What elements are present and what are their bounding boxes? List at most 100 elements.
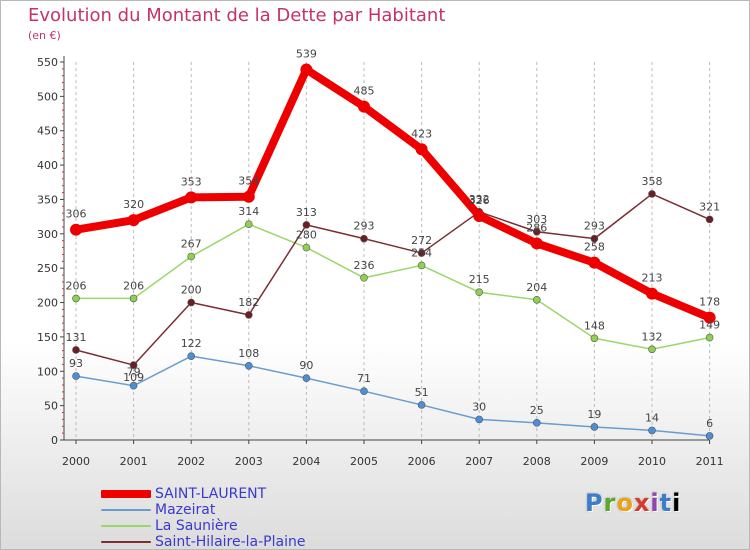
- legend-item-saint-laurent: SAINT-LAURENT: [101, 486, 361, 502]
- data-label-la-sauniere-2008: 204: [526, 281, 547, 294]
- point-saint-hilaire-la-plaine-2011: [705, 215, 714, 224]
- data-label-la-sauniere-2000: 206: [66, 279, 87, 292]
- point-saint-laurent-2002: [185, 191, 198, 204]
- point-mazeirat-2007: [475, 415, 484, 424]
- data-label-mazeirat-2007: 30: [472, 400, 486, 413]
- data-label-saint-hilaire-la-plaine-2003: 182: [238, 296, 259, 309]
- data-label-mazeirat-2003: 108: [238, 347, 259, 360]
- data-label-la-sauniere-2001: 206: [123, 279, 144, 292]
- legend-label-mazeirat: Mazeirat: [155, 502, 216, 518]
- point-la-sauniere-2011: [705, 333, 714, 342]
- x-tick-label-2003: 2003: [235, 455, 263, 468]
- point-saint-laurent-2007: [473, 209, 486, 222]
- brand-logo: Proxiti: [585, 489, 682, 517]
- point-la-sauniere-2000: [72, 294, 80, 303]
- data-label-mazeirat-2005: 71: [357, 372, 371, 385]
- legend-item-la-sauniere: La Saunière: [101, 518, 361, 534]
- series-line-saint-laurent: [72, 65, 714, 322]
- series-line-la-sauniere: [75, 223, 711, 351]
- point-mazeirat-2006: [417, 401, 426, 409]
- legend-label-la-sauniere: La Saunière: [155, 518, 238, 534]
- y-tick-label-450: 450: [37, 125, 58, 138]
- data-label-saint-laurent-2008: 286: [526, 221, 547, 234]
- legend-item-saint-hilaire-la-plaine: Saint-Hilaire-la-Plaine: [101, 534, 361, 550]
- point-la-sauniere-2006: [417, 261, 426, 270]
- data-label-saint-laurent-2006: 423: [411, 127, 432, 140]
- x-tick-label-2009: 2009: [580, 455, 608, 468]
- data-label-mazeirat-2002: 122: [181, 337, 202, 350]
- data-label-la-sauniere-2002: 267: [181, 237, 202, 250]
- data-label-saint-laurent-2002: 353: [181, 175, 202, 188]
- data-label-la-sauniere-2005: 236: [354, 259, 375, 272]
- point-la-sauniere-2007: [475, 288, 484, 297]
- data-label-saint-laurent-2007: 326: [469, 194, 490, 207]
- point-mazeirat-2010: [648, 426, 656, 435]
- y-tick-label-300: 300: [37, 228, 58, 241]
- point-saint-hilaire-la-plaine-2002: [187, 298, 195, 307]
- point-saint-hilaire-la-plaine-2006: [417, 249, 426, 257]
- data-label-la-sauniere-2010: 132: [642, 330, 663, 343]
- y-tick-label-0: 0: [51, 434, 58, 447]
- y-tick-label-350: 350: [37, 193, 58, 206]
- data-label-la-sauniere-2009: 148: [584, 319, 605, 332]
- data-label-la-sauniere-2007: 215: [469, 273, 490, 286]
- point-saint-hilaire-la-plaine-2005: [360, 234, 368, 243]
- data-label-saint-hilaire-la-plaine-2002: 200: [181, 284, 202, 297]
- legend-item-mazeirat: Mazeirat: [101, 502, 361, 518]
- point-saint-hilaire-la-plaine-2010: [648, 190, 656, 198]
- legend-swatch-saint-laurent: [101, 490, 151, 498]
- x-tick-label-2000: 2000: [62, 455, 90, 468]
- data-label-mazeirat-2001: 79: [127, 366, 141, 379]
- point-mazeirat-2002: [187, 352, 195, 360]
- point-la-sauniere-2010: [648, 345, 656, 354]
- data-label-mazeirat-2011: 6: [706, 417, 713, 430]
- data-label-saint-laurent-2004: 539: [296, 48, 317, 61]
- legend-label-saint-hilaire-la-plaine: Saint-Hilaire-la-Plaine: [155, 534, 306, 550]
- point-mazeirat-2001: [129, 381, 138, 390]
- point-saint-hilaire-la-plaine-2008: [532, 227, 541, 236]
- data-label-saint-hilaire-la-plaine-2006: 272: [411, 234, 432, 247]
- point-saint-laurent-2001: [127, 214, 140, 227]
- data-label-mazeirat-2009: 19: [587, 408, 601, 421]
- point-saint-hilaire-la-plaine-2001: [129, 361, 138, 369]
- point-mazeirat-2003: [245, 361, 253, 370]
- data-label-saint-hilaire-la-plaine-2008: 303: [526, 213, 547, 226]
- point-mazeirat-2005: [360, 387, 368, 396]
- point-mazeirat-2008: [532, 419, 541, 427]
- point-saint-hilaire-la-plaine-2003: [245, 311, 253, 319]
- data-label-saint-hilaire-la-plaine-2011: 321: [699, 200, 720, 213]
- series-line-saint-hilaire-la-plaine: [75, 193, 711, 366]
- x-tick-label-2008: 2008: [523, 455, 551, 468]
- y-tick-label-50: 50: [44, 400, 58, 413]
- point-la-sauniere-2004: [302, 243, 311, 252]
- data-label-saint-laurent-2011: 178: [699, 296, 720, 309]
- y-tick-label-400: 400: [37, 159, 58, 172]
- y-tick-label-500: 500: [37, 90, 58, 103]
- point-saint-laurent-2008: [530, 237, 543, 250]
- y-tick-label-150: 150: [37, 331, 58, 344]
- point-saint-hilaire-la-plaine-2009: [590, 234, 599, 243]
- point-saint-hilaire-la-plaine-2004: [302, 221, 311, 229]
- x-tick-label-2005: 2005: [350, 455, 378, 468]
- point-saint-laurent-2009: [588, 256, 601, 269]
- data-label-mazeirat-2006: 51: [415, 386, 429, 399]
- data-label-la-sauniere-2006: 254: [411, 246, 432, 259]
- data-label-mazeirat-2000: 93: [69, 357, 83, 370]
- x-tick-label-2004: 2004: [292, 455, 320, 468]
- point-saint-laurent-2005: [358, 100, 370, 113]
- point-mazeirat-2011: [705, 432, 714, 440]
- point-saint-laurent-2000: [70, 223, 82, 236]
- legend-label-saint-laurent: SAINT-LAURENT: [155, 486, 267, 502]
- data-label-saint-hilaire-la-plaine-2005: 293: [354, 220, 375, 233]
- point-la-sauniere-2003: [245, 220, 253, 228]
- y-tick-label-200: 200: [37, 297, 58, 310]
- y-tick-label-100: 100: [37, 365, 58, 378]
- data-label-la-sauniere-2011: 149: [699, 319, 720, 332]
- point-la-sauniere-2009: [590, 334, 599, 343]
- point-saint-laurent-2011: [703, 311, 716, 324]
- data-label-mazeirat-2008: 25: [530, 404, 544, 417]
- point-saint-laurent-2010: [646, 287, 658, 300]
- x-tick-label-2007: 2007: [465, 455, 493, 468]
